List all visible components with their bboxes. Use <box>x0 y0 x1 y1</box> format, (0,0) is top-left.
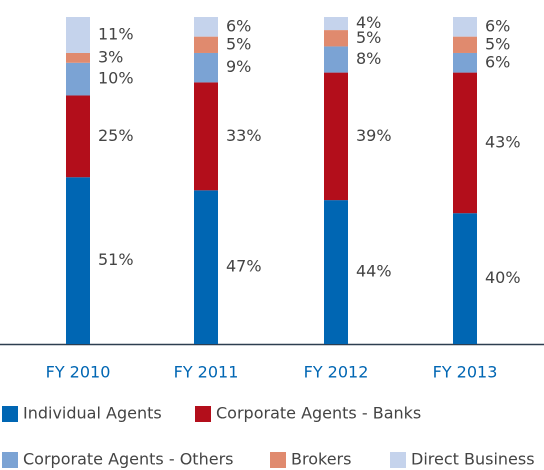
data-label: 39% <box>356 126 392 145</box>
legend-swatch <box>270 452 286 468</box>
x-tick-label: FY 2012 <box>304 363 369 382</box>
legend-label: Brokers <box>291 450 351 469</box>
data-label: 4% <box>356 13 381 32</box>
bar-segment <box>324 30 348 47</box>
data-label: 47% <box>226 257 262 276</box>
legend-label: Direct Business <box>411 450 535 469</box>
bar-segment <box>66 95 90 178</box>
data-label: 40% <box>485 268 521 287</box>
bar-segment <box>194 52 218 83</box>
data-label: 5% <box>226 34 251 53</box>
legend-swatch <box>2 406 18 422</box>
legend-label: Corporate Agents - Others <box>23 450 233 469</box>
bar-segment <box>66 177 90 344</box>
data-label: 6% <box>485 16 510 35</box>
bar-segment <box>194 17 218 37</box>
bar-segment <box>194 190 218 344</box>
bar-segment <box>324 200 348 344</box>
bar-segment <box>324 46 348 73</box>
legend-label: Corporate Agents - Banks <box>216 404 421 423</box>
bar-segment <box>194 82 218 191</box>
legend-swatch <box>195 406 211 422</box>
legend-label: Individual Agents <box>23 404 162 423</box>
bar-segment <box>66 62 90 96</box>
data-label: 9% <box>226 57 251 76</box>
bar-segment <box>324 72 348 201</box>
data-label: 3% <box>98 47 123 66</box>
bar-segment <box>194 36 218 53</box>
data-label: 10% <box>98 69 134 88</box>
data-label: 11% <box>98 24 134 43</box>
bar-segment <box>324 17 348 31</box>
x-tick-label: FY 2013 <box>433 363 498 382</box>
x-tick-label: FY 2010 <box>46 363 111 382</box>
bar-segment <box>453 36 477 53</box>
legend-swatch <box>390 452 406 468</box>
data-label: 43% <box>485 132 521 151</box>
data-label: 51% <box>98 250 134 269</box>
data-label: 6% <box>485 52 510 71</box>
data-label: 8% <box>356 49 381 68</box>
bar-segment <box>66 17 90 53</box>
bar-segment <box>66 52 90 63</box>
bar-segment <box>453 17 477 37</box>
data-label: 5% <box>356 28 381 47</box>
bar-segment <box>453 72 477 214</box>
data-label: 6% <box>226 16 251 35</box>
data-label: 33% <box>226 126 262 145</box>
data-label: 25% <box>98 126 134 145</box>
bar-segment <box>453 52 477 73</box>
data-label: 5% <box>485 34 510 53</box>
legend-swatch <box>2 452 18 468</box>
x-tick-label: FY 2011 <box>174 363 239 382</box>
data-label: 44% <box>356 262 392 281</box>
bar-segment <box>453 213 477 344</box>
